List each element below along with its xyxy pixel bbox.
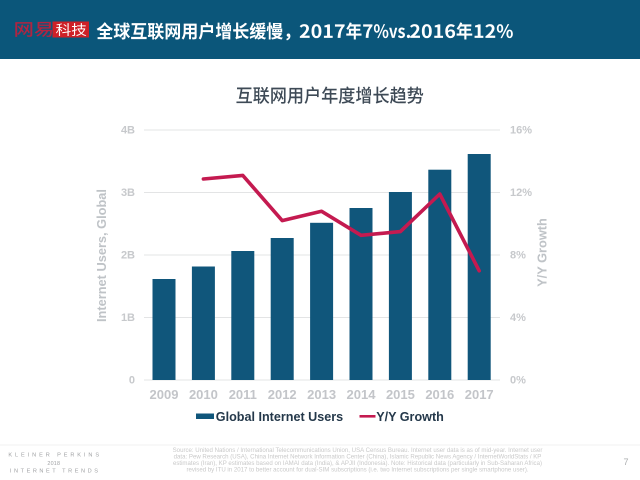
svg-text:2018: 2018 (47, 461, 60, 467)
svg-text:2B: 2B (121, 250, 135, 262)
svg-text:2017: 2017 (465, 387, 494, 402)
svg-text:4B: 4B (121, 125, 135, 137)
svg-text:2014: 2014 (347, 387, 377, 402)
svg-text:revised by ITU in 2017 to bett: revised by ITU in 2017 to better account… (186, 467, 528, 474)
svg-text:Source: United Nations / Inter: Source: United Nations / International T… (173, 447, 543, 454)
svg-text:4%: 4% (510, 312, 526, 324)
svg-text:Global Internet Users: Global Internet Users (216, 410, 343, 424)
svg-text:0: 0 (129, 375, 135, 387)
svg-text:INTERNET TRENDS: INTERNET TRENDS (10, 469, 101, 475)
svg-text:2012: 2012 (268, 387, 297, 402)
svg-text:2013: 2013 (307, 387, 336, 402)
svg-text:Y/Y Growth: Y/Y Growth (535, 218, 550, 287)
svg-text:2010: 2010 (189, 387, 218, 402)
svg-text:Internet Users, Global: Internet Users, Global (94, 189, 109, 322)
svg-text:KLEINER PERKINS: KLEINER PERKINS (8, 453, 102, 459)
svg-text:2015: 2015 (386, 387, 415, 402)
svg-text:2011: 2011 (229, 387, 257, 402)
svg-text:3B: 3B (121, 187, 135, 199)
svg-text:2009: 2009 (150, 387, 179, 402)
svg-text:1B: 1B (121, 312, 135, 324)
svg-text:0%: 0% (510, 375, 526, 387)
svg-text:data: Pew Research (USA), Chin: data: Pew Research (USA), China Internet… (174, 454, 542, 461)
svg-text:12%: 12% (510, 187, 532, 199)
svg-text:8%: 8% (510, 250, 526, 262)
svg-text:16%: 16% (510, 125, 532, 137)
svg-text:Y/Y Growth: Y/Y Growth (376, 410, 444, 424)
svg-text:2016: 2016 (425, 387, 454, 402)
svg-text:7: 7 (623, 457, 628, 467)
svg-text:estimates (Iran), KP estimates: estimates (Iran), KP estimates based on … (173, 460, 542, 467)
